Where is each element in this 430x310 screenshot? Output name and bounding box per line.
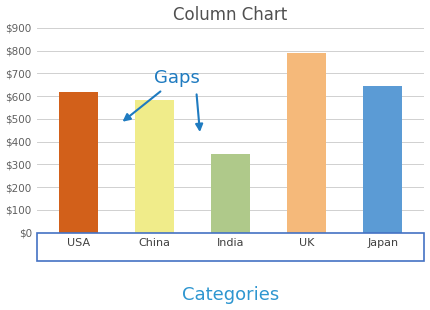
Bar [59,92,98,233]
Bar [211,154,250,233]
Title: Column Chart: Column Chart [173,6,288,24]
Bar [135,100,174,233]
Bar [287,53,326,233]
Text: Gaps: Gaps [124,69,200,120]
Bar [363,86,402,233]
X-axis label: Categories: Categories [182,286,279,304]
